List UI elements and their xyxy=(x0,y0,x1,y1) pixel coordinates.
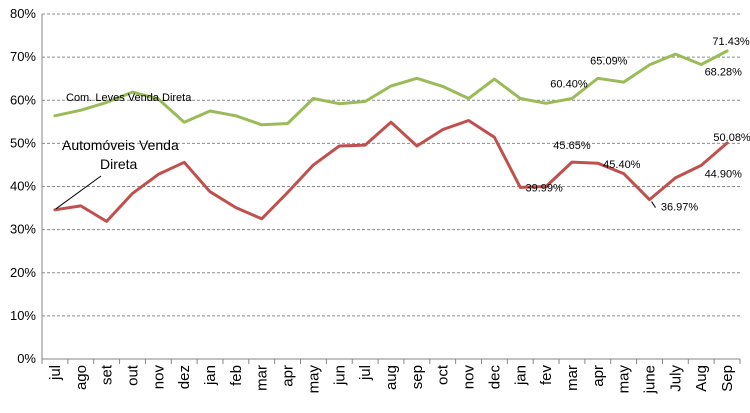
y-tick-label: 0% xyxy=(17,351,36,366)
x-tick-label: fev xyxy=(538,365,555,386)
x-tick-label: Sep xyxy=(719,365,736,392)
x-tick-label: jun xyxy=(331,365,348,386)
x-tick-label: Aug xyxy=(693,365,710,392)
data-label-leader xyxy=(651,201,656,208)
data-label: 60.40% xyxy=(550,79,588,91)
x-tick-label: feb xyxy=(228,365,245,386)
x-tick-label: sep xyxy=(409,365,426,389)
x-tick-label: mar xyxy=(564,365,581,391)
y-tick-label: 70% xyxy=(10,49,36,64)
x-tick-label: nov xyxy=(150,365,167,390)
y-tick-label: 30% xyxy=(10,222,36,237)
data-label: 36.97% xyxy=(661,202,699,214)
data-label: 65.09% xyxy=(590,55,628,67)
data-label: 44.90% xyxy=(705,168,743,180)
data-label: 45.65% xyxy=(553,140,591,152)
y-tick-label: 40% xyxy=(10,179,36,194)
x-tick-label: ago xyxy=(73,365,90,390)
x-tick-label: out xyxy=(124,364,141,386)
x-tick-label: apr xyxy=(590,365,607,387)
y-tick-label: 20% xyxy=(10,265,36,280)
x-tick-label: aug xyxy=(383,365,400,390)
series-label-automoveis: Automóveis Venda xyxy=(62,137,179,153)
y-tick-label: 80% xyxy=(10,6,36,21)
series-label-leader xyxy=(55,175,102,210)
x-tick-label: may xyxy=(616,365,633,394)
series-name-labels: Com. Leves Venda Direta Automóveis Venda D… xyxy=(55,92,192,210)
data-label: 71.43% xyxy=(712,36,750,48)
x-tick-label: mar xyxy=(254,365,271,391)
x-axis-ticks: jul ago set out nov dez jan feb mar apr may jun jul a… xyxy=(41,359,741,394)
data-label: 50.08% xyxy=(713,132,750,144)
x-tick-label: July xyxy=(667,365,684,392)
series-lines xyxy=(53,49,729,223)
x-tick-label: jul xyxy=(47,365,64,381)
series-label-com-leves: Com. Leves Venda Direta xyxy=(66,92,192,104)
x-tick-label: dec xyxy=(486,365,503,390)
x-tick-label: jul xyxy=(357,365,374,381)
x-tick-label: nov xyxy=(461,365,478,390)
data-label: 39.99% xyxy=(525,183,563,195)
y-tick-label: 10% xyxy=(10,308,36,323)
series-line-automoveis xyxy=(53,119,729,223)
y-tick-label: 60% xyxy=(10,92,36,107)
data-label: 45.40% xyxy=(603,159,641,171)
data-labels: 60.40%65.09% 68.28% 71.43% 39.99% 45.65% 45.4… xyxy=(525,36,750,214)
series-line-com-leves xyxy=(53,49,729,127)
y-tick-label: 50% xyxy=(10,135,36,150)
x-tick-label: set xyxy=(99,364,116,385)
y-axis-ticks: 0% 10% 20% 30% 40% 50% 60% 70% 80% xyxy=(10,6,36,366)
x-tick-label: jan xyxy=(512,365,529,386)
x-tick-label: apr xyxy=(280,365,297,387)
x-tick-label: dez xyxy=(176,365,193,389)
x-tick-label: may xyxy=(305,365,322,394)
x-tick-label: june xyxy=(642,365,659,394)
data-label: 68.28% xyxy=(705,67,743,79)
series-label-automoveis-line2: Direta xyxy=(100,156,138,172)
x-tick-label: oct xyxy=(435,364,452,385)
x-tick-label: jan xyxy=(202,365,219,386)
